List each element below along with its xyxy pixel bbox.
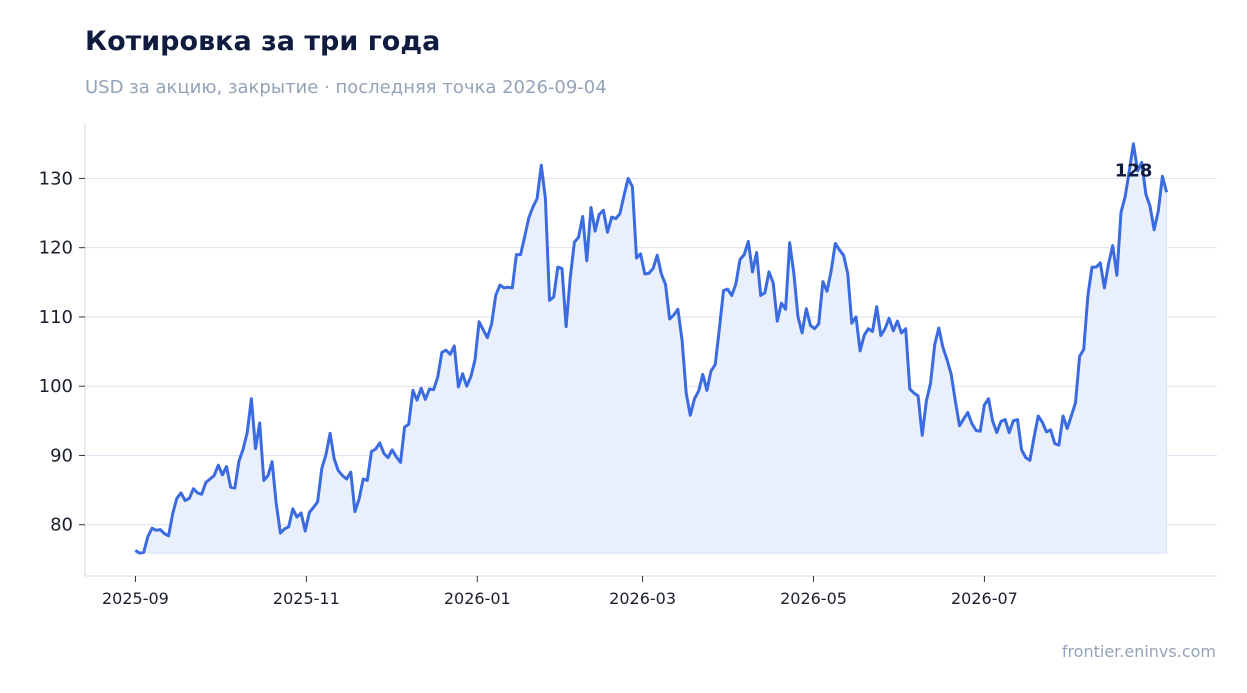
x-tick-label: 2026-03 — [609, 589, 676, 608]
axes — [84, 123, 1217, 577]
y-tick-label: 110 — [39, 307, 73, 328]
price-line — [134, 142, 1169, 555]
chart-title: Котировка за три года — [85, 26, 441, 57]
y-tick-label: 130 — [39, 168, 73, 189]
last-value-label: 128 — [1115, 160, 1153, 181]
y-axis-ticks: 80 90 100 110 120 130 — [39, 168, 85, 536]
y-tick-label: 90 — [50, 445, 73, 466]
x-tick-label: 2025-11 — [273, 589, 340, 608]
x-tick-label: 2026-07 — [951, 589, 1018, 608]
source-credit: frontier.eninvs.com — [1061, 642, 1216, 661]
y-tick-label: 100 — [39, 376, 73, 397]
x-tick-label: 2026-01 — [444, 589, 511, 608]
y-tick-label: 120 — [39, 238, 73, 259]
x-axis-ticks: 2025-09 2025-11 2026-01 2026-03 2026-05 2026-… — [102, 576, 1018, 608]
x-tick-label: 2026-05 — [780, 589, 847, 608]
area-fill — [134, 143, 1168, 554]
chart-subtitle: USD за акцию, закрытие · последняя точка… — [85, 77, 607, 98]
y-tick-label: 80 — [50, 515, 73, 536]
x-tick-label: 2025-09 — [102, 589, 169, 608]
